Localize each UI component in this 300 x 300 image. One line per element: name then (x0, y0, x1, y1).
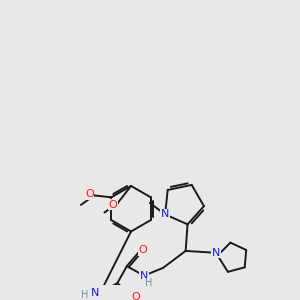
Text: H: H (145, 278, 152, 288)
Text: O: O (85, 190, 94, 200)
Text: N: N (140, 271, 148, 281)
Text: O: O (139, 245, 147, 255)
Text: N: N (91, 288, 100, 298)
Text: N: N (161, 209, 169, 219)
Text: H: H (81, 290, 89, 300)
Text: N: N (212, 248, 220, 258)
Text: O: O (131, 292, 140, 300)
Text: O: O (109, 200, 117, 210)
